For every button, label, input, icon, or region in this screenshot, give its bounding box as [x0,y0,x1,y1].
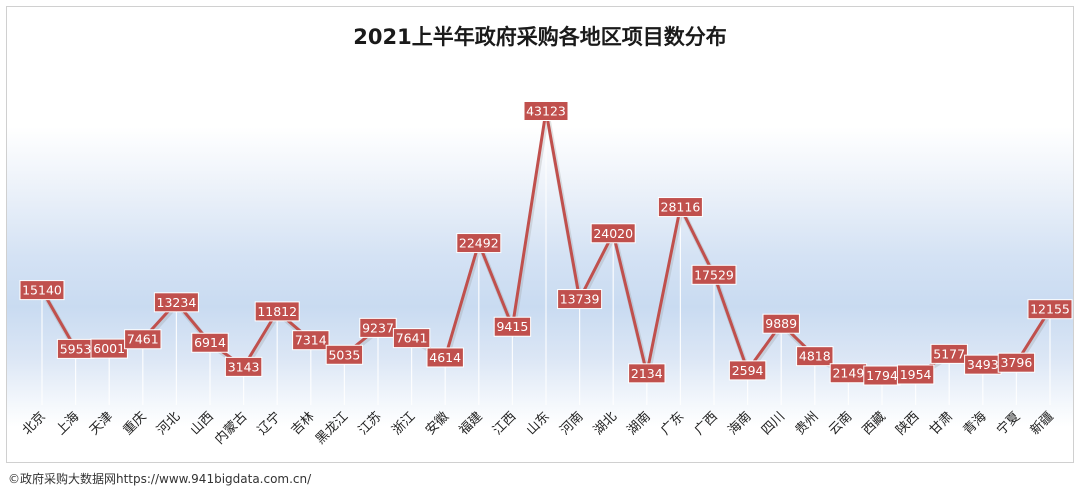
data-label-box [191,332,229,353]
data-label: 6001 [93,341,125,356]
data-label-box [224,356,263,377]
x-tick-label: 海南 [725,409,755,439]
x-tick-label: 陕西 [893,409,922,438]
data-label: 5035 [328,347,360,362]
x-tick-label: 天津 [87,409,116,438]
data-label: 6914 [194,335,226,350]
x-tick-label: 福建 [457,409,486,438]
x-tick-label: 重庆 [120,409,150,439]
data-label-box [896,364,935,385]
x-tick-label: 四川 [759,409,788,438]
x-tick-label: 江苏 [355,409,385,439]
data-label-box [997,352,1036,373]
chart-title: 2021上半年政府采购各地区项目数分布 [353,25,727,49]
data-label: 5953 [60,341,92,356]
data-label: 4614 [429,350,461,365]
data-label-box [392,328,431,349]
data-label-box [254,301,300,322]
x-tick-label: 吉林 [289,409,318,438]
data-label: 9415 [496,319,528,334]
source-footer: ©政府采购大数据网https://www.941bigdata.com.cn/ [8,472,312,486]
data-label: 13739 [560,292,600,307]
data-label-box [728,360,767,381]
x-tick-label: 甘肃 [927,409,956,438]
chart-frame: 2021上半年政府采购各地区项目数分布 15140 5953 6001 7461 132… [6,6,1074,463]
data-label: 1954 [900,367,932,382]
data-label-box [19,280,65,301]
x-tick-label: 黑龙江 [313,409,351,447]
data-label: 2149 [832,366,864,381]
x-tick-label: 河南 [557,409,587,439]
x-tick-label: 山西 [188,409,217,438]
data-label-box [930,343,968,364]
data-label-box [292,330,330,351]
data-label: 43123 [526,104,566,119]
x-tick-label: 广西 [692,409,721,438]
data-label: 28116 [661,200,701,215]
data-label: 15140 [22,283,62,298]
data-label: 9889 [765,316,797,331]
x-tick-label: 宁夏 [994,409,1024,439]
data-label-box [657,197,703,218]
data-label: 3143 [228,359,260,374]
data-label-box [493,316,532,337]
data-label: 7461 [127,332,159,347]
x-tick-label: 内蒙古 [212,409,251,448]
data-label: 7641 [396,331,428,346]
data-label-box [590,223,636,244]
x-tick-label: 江西 [490,409,519,438]
x-tick-label: 山东 [524,409,553,438]
data-label-box [557,289,603,310]
data-label-box [628,363,666,384]
data-label: 1794 [866,368,898,383]
data-label: 17529 [694,267,734,282]
data-label-box [124,329,162,350]
x-tick-label: 西藏 [860,409,889,438]
x-tick-label: 贵州 [793,409,822,438]
x-tick-label: 安徽 [423,409,452,438]
x-tick-label: 湖北 [591,409,620,438]
data-label-box [325,344,364,365]
data-label-box [426,347,464,368]
data-label: 3493 [967,357,999,372]
data-label-box [1027,299,1073,320]
data-label-box [762,313,800,334]
data-label: 5177 [933,346,965,361]
data-label-box [456,233,502,254]
x-tick-label: 广东 [658,409,687,438]
x-tick-label: 浙江 [389,409,418,438]
data-label-box [691,264,737,285]
x-tick-label: 辽宁 [254,409,284,439]
x-tick-label: 上海 [53,409,82,438]
data-label: 7314 [295,333,327,348]
data-label: 9237 [362,320,394,335]
x-tick-label: 河北 [154,409,183,438]
data-label-box [796,346,834,367]
data-label-box [359,317,397,338]
data-label: 4818 [799,349,831,364]
data-label: 2134 [631,366,663,381]
x-tick-label: 青海 [961,409,990,438]
data-label: 3796 [1000,355,1032,370]
data-label: 2594 [732,363,764,378]
x-tick-label: 湖南 [624,409,654,439]
x-tick-label: 云南 [826,409,856,439]
data-label-box [153,292,199,313]
data-label: 13234 [157,295,197,310]
data-label: 11812 [257,304,297,319]
data-label: 12155 [1030,302,1070,317]
data-label-box [523,101,569,121]
x-tick-label: 新疆 [1027,409,1057,439]
data-label: 22492 [459,236,499,251]
x-tick-label: 北京 [20,409,49,438]
data-label: 24020 [593,226,633,241]
